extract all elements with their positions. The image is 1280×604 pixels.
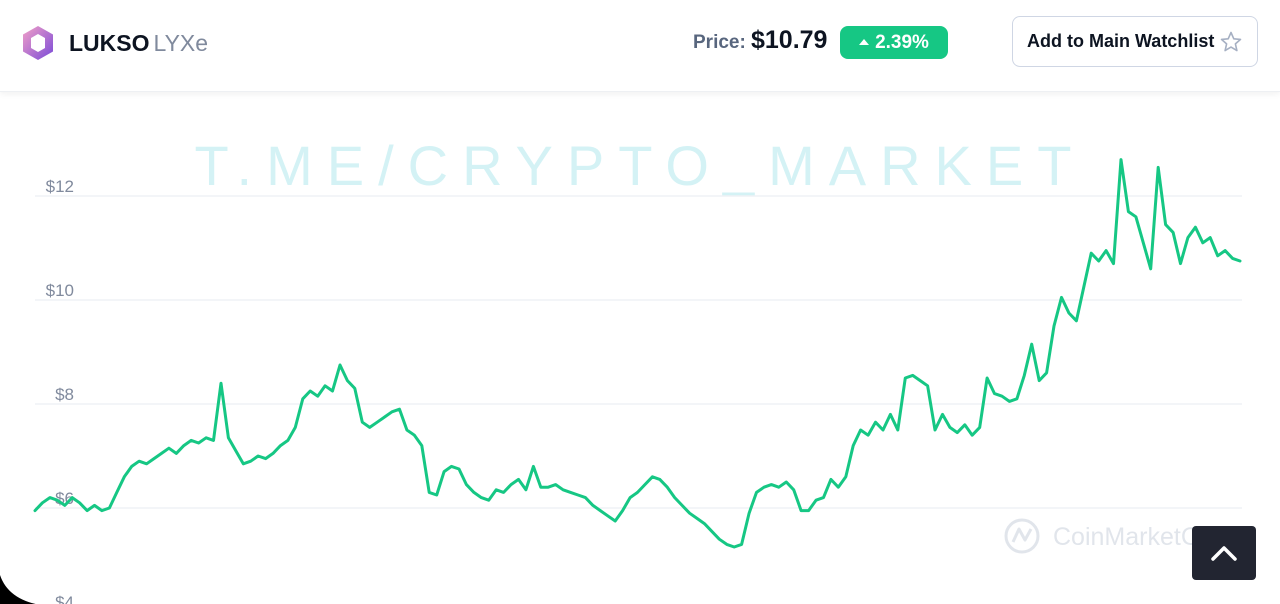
y-tick-label: $8 xyxy=(55,385,74,404)
watchlist-button-label: Add to Main Watchlist xyxy=(1027,31,1215,51)
scroll-to-top-button[interactable] xyxy=(1192,526,1256,580)
lukso-logo-icon xyxy=(23,26,53,60)
y-tick-label: $12 xyxy=(46,177,74,196)
coin-header: LUKSO LYXe Price: $10.79 2.39% Add to Mai… xyxy=(0,0,1280,92)
price-chart[interactable]: T.ME/CRYPTO_MARKET $12$10$8$6$4 CoinMark… xyxy=(0,92,1280,604)
coin-title: LUKSO LYXe xyxy=(69,30,208,57)
arrow-up-icon xyxy=(859,38,870,45)
price-change-value: 2.39% xyxy=(875,31,929,53)
star-icon xyxy=(1220,31,1242,52)
coin-name: LUKSO xyxy=(69,30,150,56)
y-axis: $12$10$8$6$4 xyxy=(46,177,74,604)
add-to-watchlist-button[interactable]: Add to Main Watchlist xyxy=(1012,16,1258,67)
price-change-badge: 2.39% xyxy=(840,26,948,59)
corner-shadow xyxy=(0,575,36,604)
y-tick-label: $4 xyxy=(55,593,74,604)
y-tick-label: $10 xyxy=(46,281,74,300)
chart-grid xyxy=(35,195,1242,509)
price-value: $10.79 xyxy=(751,26,828,54)
price-line xyxy=(33,158,1242,549)
price-label: Price: xyxy=(693,32,746,53)
chevron-up-icon xyxy=(1211,546,1237,561)
watermark-text: T.ME/CRYPTO_MARKET xyxy=(195,134,1086,197)
coin-symbol: LYXe xyxy=(153,30,209,56)
